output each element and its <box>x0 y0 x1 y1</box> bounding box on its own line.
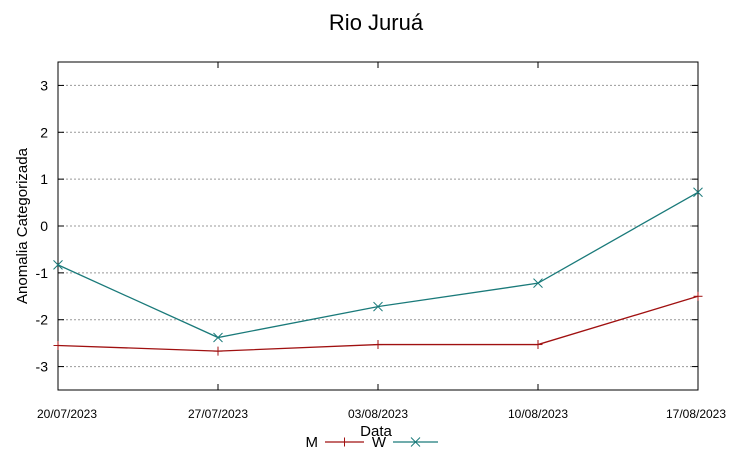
x-marker <box>373 301 383 312</box>
x-marker <box>410 437 421 447</box>
chart-title: Rio Juruá <box>329 10 424 35</box>
data-point <box>373 340 383 350</box>
data-point <box>373 301 383 312</box>
x-tick-label: 27/07/2023 <box>188 407 248 421</box>
legend-label: M <box>306 434 319 451</box>
series-group <box>53 187 703 356</box>
data-point <box>53 260 63 270</box>
y-tick-label: 2 <box>40 124 48 140</box>
data-point <box>693 187 703 198</box>
data-point <box>53 340 63 350</box>
x-tick-label: 10/08/2023 <box>508 407 568 421</box>
grid-lines <box>58 84 698 368</box>
data-point <box>533 278 543 289</box>
y-axis: -3 -2 -1 0 1 2 3 <box>36 77 698 375</box>
x-marker <box>213 332 223 343</box>
x-tick-label: 20/07/2023 <box>37 407 97 421</box>
y-tick-label: -2 <box>36 312 49 328</box>
x-marker <box>533 278 543 289</box>
x-tick-label: 03/08/2023 <box>348 407 408 421</box>
x-marker <box>53 260 63 270</box>
y-axis-label: Anomalia Categorizada <box>14 147 31 304</box>
legend-item-m: M <box>306 434 364 451</box>
series-line <box>57 191 699 339</box>
y-tick-label: -3 <box>36 359 49 375</box>
series-w <box>53 187 703 343</box>
legend-item-w: W <box>372 434 438 451</box>
y-tick-label: 0 <box>40 218 48 234</box>
x-axis-label: Data <box>360 423 392 440</box>
data-point <box>213 346 223 356</box>
legend-label: W <box>372 434 387 451</box>
data-point <box>693 291 703 301</box>
data-point <box>533 340 543 350</box>
x-axis: 20/07/2023 27/07/2023 03/08/2023 10/08/2023… <box>37 62 726 421</box>
x-marker <box>693 187 703 198</box>
series-m <box>53 291 703 356</box>
x-tick-label: 17/08/2023 <box>666 407 726 421</box>
data-point <box>213 332 223 343</box>
y-tick-label: -1 <box>36 265 49 281</box>
y-tick-label: 1 <box>40 171 48 187</box>
y-tick-label: 3 <box>40 77 48 93</box>
